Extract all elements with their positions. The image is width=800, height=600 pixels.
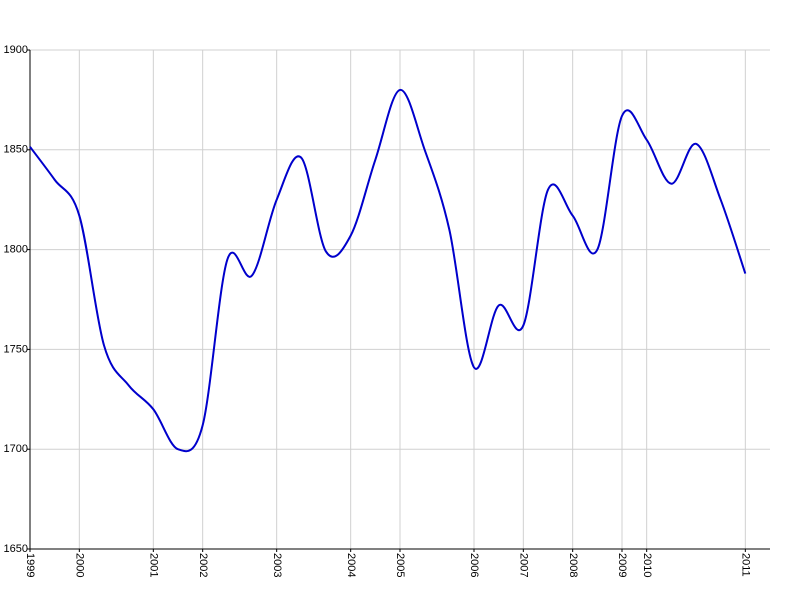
x-tick-label: 2007 bbox=[517, 553, 529, 577]
x-tick-label: 2000 bbox=[73, 553, 85, 577]
x-tick-label: 2005 bbox=[394, 553, 406, 577]
x-tick-label: 2011 bbox=[739, 553, 751, 577]
x-tick-label: 2001 bbox=[147, 553, 159, 577]
y-tick-label: 1750 bbox=[4, 343, 28, 355]
line bbox=[29, 88, 747, 453]
x-tick-label: 2003 bbox=[271, 553, 283, 577]
x-tick-label: 2008 bbox=[567, 553, 579, 577]
x-tick-label: 2009 bbox=[616, 553, 628, 577]
y-tick-label: 1850 bbox=[4, 144, 28, 156]
y-tick-label: 1650 bbox=[4, 543, 28, 555]
x-tick-label: 2004 bbox=[345, 553, 357, 577]
x-tick-label: 2002 bbox=[197, 553, 209, 577]
x-tick-label: 2010 bbox=[641, 553, 653, 577]
x-tick-label: 2006 bbox=[468, 553, 480, 577]
x-tick-label: 1999 bbox=[24, 553, 36, 577]
y-tick-label: 1700 bbox=[4, 443, 28, 455]
y-tick-label: 1900 bbox=[4, 44, 28, 56]
y-tick-label: 1800 bbox=[4, 244, 28, 256]
